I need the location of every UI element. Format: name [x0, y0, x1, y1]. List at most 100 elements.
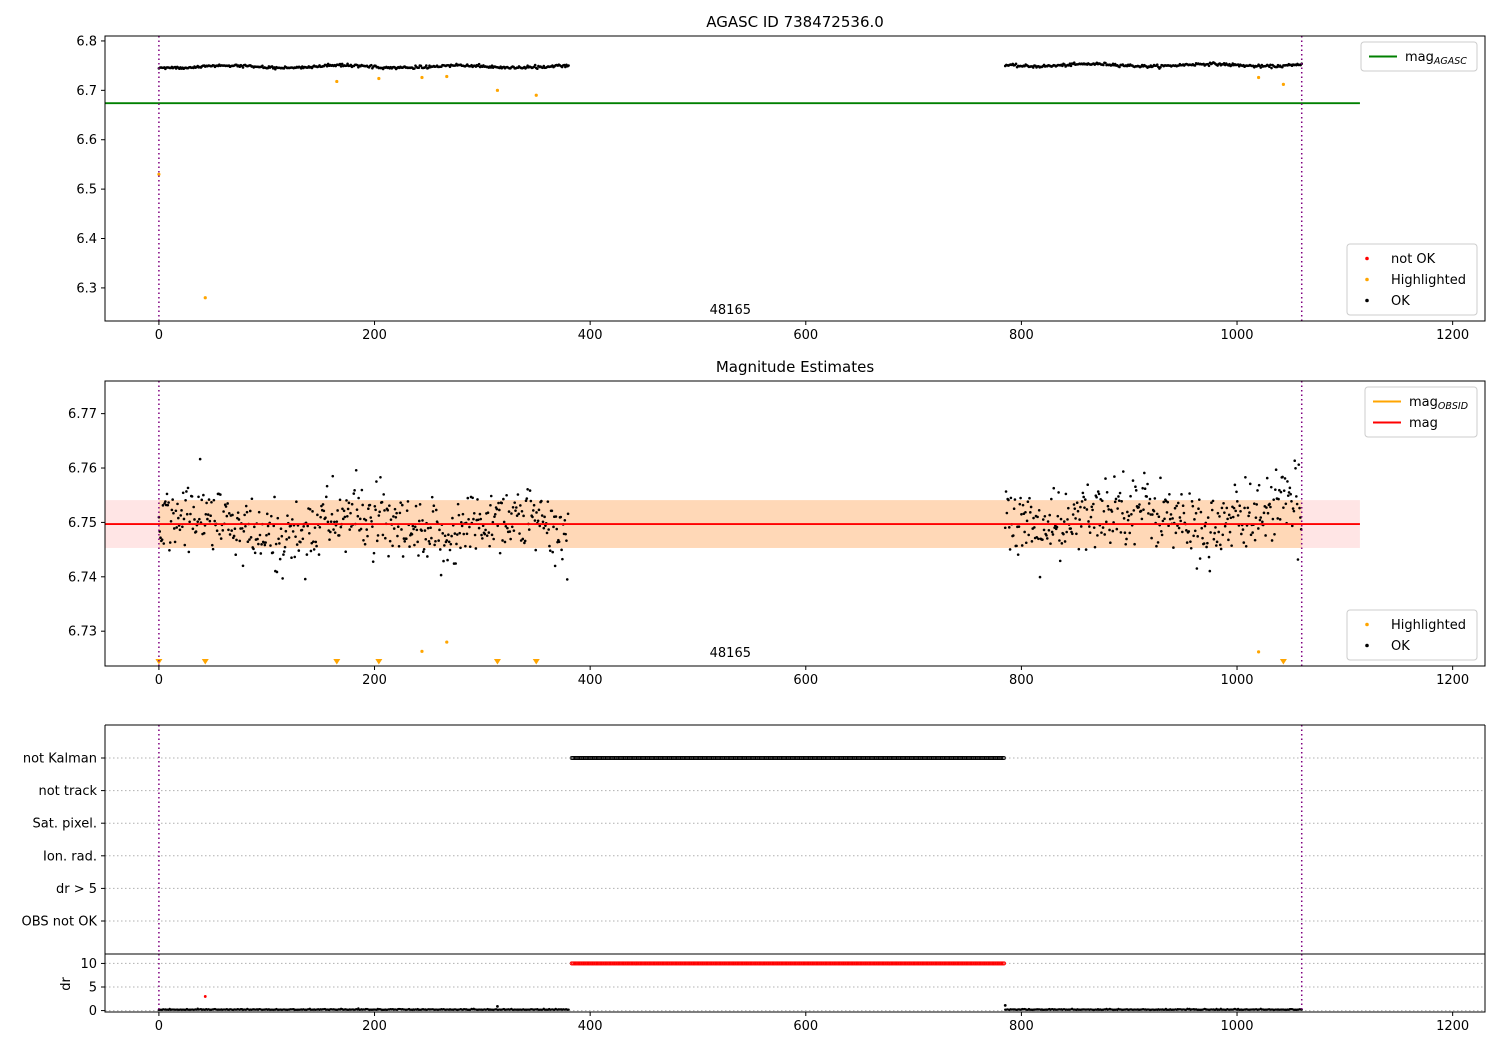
dr-not-ok-point — [977, 961, 982, 966]
flag-point — [829, 756, 834, 760]
ok-point — [1291, 507, 1295, 510]
ok-point — [1113, 500, 1117, 504]
ok-point — [430, 536, 433, 540]
ok-point — [257, 542, 260, 546]
dr-not-ok-point — [960, 961, 965, 966]
dr-not-ok-point — [956, 961, 961, 966]
dr-not-ok-point — [722, 961, 727, 966]
ok-point — [312, 548, 316, 551]
ok-point — [238, 539, 242, 543]
ok-point — [242, 530, 246, 533]
dr-not-ok-point — [893, 961, 898, 966]
ok-point — [1048, 513, 1052, 517]
dr-not-ok-point — [709, 961, 714, 966]
dr-not-ok-point — [904, 961, 909, 966]
flag-point — [862, 756, 867, 760]
ok-point — [448, 65, 452, 69]
flag-point — [936, 756, 940, 760]
flag-point — [833, 756, 838, 760]
ok-point — [165, 492, 169, 496]
ok-point — [1121, 512, 1124, 515]
dr-not-ok-point — [816, 961, 821, 966]
dr-not-ok-point — [725, 961, 730, 966]
ok-point — [479, 517, 483, 521]
ok-point — [1081, 491, 1085, 495]
ok-point — [235, 538, 238, 542]
flag-point — [827, 756, 832, 760]
ok-point — [1072, 503, 1076, 506]
ok-point — [248, 538, 251, 541]
flag-point — [580, 756, 585, 760]
ok-point — [1235, 490, 1238, 494]
dr-not-ok-point — [731, 961, 736, 966]
flag-point — [801, 756, 806, 760]
x-tick-label: 200 — [362, 1019, 387, 1034]
ok-point — [353, 489, 356, 492]
ok-point — [1008, 548, 1012, 551]
flag-point — [802, 756, 807, 760]
dr-not-ok-point — [871, 961, 876, 966]
legend-label: Highlighted — [1391, 273, 1466, 288]
flag-point — [857, 756, 861, 760]
ok-point — [227, 512, 231, 515]
ok-point — [310, 541, 314, 545]
ok-point — [1199, 510, 1203, 514]
ok-point — [1203, 524, 1207, 528]
y-tick-label: 6.3 — [76, 281, 97, 296]
dr-not-ok-point — [784, 961, 789, 966]
ok-point — [1093, 545, 1097, 549]
ok-point — [1181, 530, 1184, 534]
ok-point — [1016, 553, 1020, 556]
flag-point — [705, 756, 710, 760]
ok-point — [341, 517, 345, 521]
dr-not-ok-point — [853, 961, 858, 966]
ok-point — [437, 539, 440, 542]
flag-point — [908, 756, 913, 760]
ok-point — [445, 539, 449, 542]
flag-point — [758, 756, 763, 760]
dr-not-ok-point — [674, 961, 679, 966]
flag-point — [958, 756, 962, 760]
ok-point — [193, 518, 196, 521]
flag-point — [643, 756, 648, 760]
ok-point — [173, 540, 177, 544]
ok-point — [1286, 480, 1289, 483]
flag-point — [664, 756, 669, 760]
ok-point — [1165, 511, 1169, 514]
ok-point — [472, 517, 475, 521]
ok-point — [1244, 475, 1247, 479]
y-tick-label: not track — [38, 784, 97, 799]
ok-point — [354, 468, 358, 472]
ok-point — [423, 529, 427, 532]
flag-point — [603, 756, 608, 760]
dr-not-ok-point — [998, 961, 1003, 966]
flag-point — [864, 756, 869, 760]
ok-point — [1282, 489, 1286, 492]
ok-point — [548, 544, 551, 548]
ok-point — [287, 536, 291, 539]
flag-point — [747, 756, 752, 760]
ok-point — [241, 66, 245, 69]
dr-not-ok-point — [634, 961, 639, 966]
dr-not-ok-point — [573, 961, 578, 966]
flag-point — [868, 756, 873, 760]
dr-not-ok-point — [627, 961, 633, 966]
ok-point — [1190, 500, 1194, 503]
ok-point — [324, 495, 328, 499]
dr-not-ok-point — [591, 961, 596, 966]
ok-point — [1087, 520, 1090, 523]
ok-point — [1270, 66, 1273, 70]
ok-point — [363, 542, 367, 546]
flag-point — [876, 756, 881, 760]
flag-point — [792, 756, 797, 760]
ok-point — [209, 514, 212, 518]
dr-not-ok-point — [885, 961, 890, 966]
ok-point — [360, 488, 364, 492]
ok-point — [326, 520, 330, 524]
dr-not-ok-point — [828, 961, 833, 966]
flag-point — [845, 756, 850, 760]
dr-not-ok-point — [946, 961, 951, 966]
ok-point — [565, 578, 569, 581]
ok-point — [1041, 518, 1045, 521]
